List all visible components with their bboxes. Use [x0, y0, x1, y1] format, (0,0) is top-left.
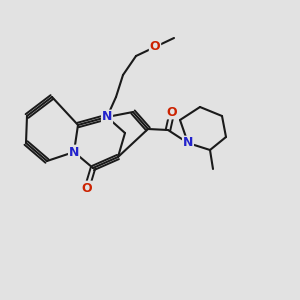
Text: O: O — [167, 106, 177, 118]
Text: N: N — [183, 136, 193, 149]
Text: N: N — [102, 110, 112, 124]
Text: N: N — [69, 146, 79, 158]
Text: O: O — [82, 182, 92, 194]
Text: O: O — [150, 40, 160, 53]
